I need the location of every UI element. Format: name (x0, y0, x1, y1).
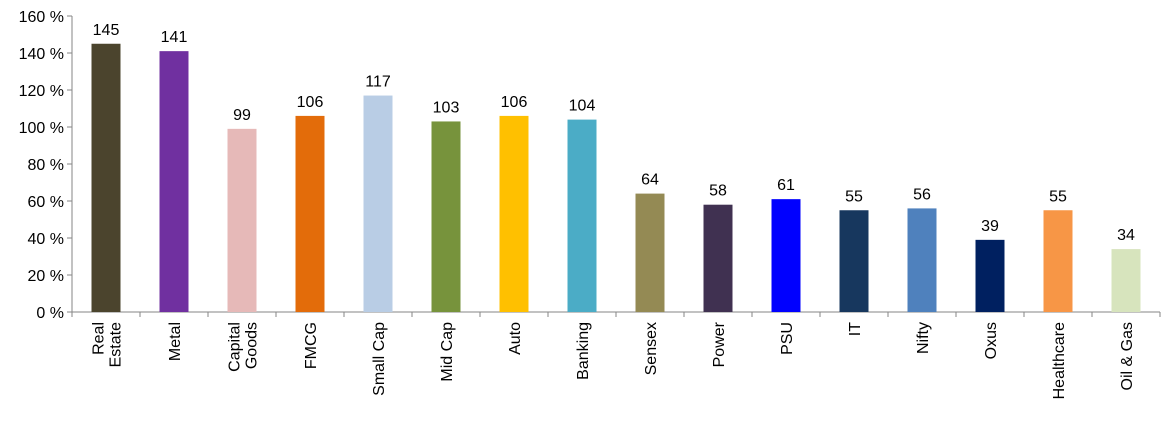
category-label-line: Estate (108, 322, 125, 367)
data-label: 61 (777, 177, 795, 194)
bar (703, 204, 733, 312)
data-label: 58 (709, 183, 727, 200)
category-label: PSU (779, 322, 796, 355)
bar (907, 208, 937, 312)
y-tick-label: 120 % (19, 83, 64, 100)
category-label-line: Small Cap (371, 322, 388, 396)
data-label: 34 (1117, 227, 1135, 244)
category-label: Oil & Gas (1119, 322, 1136, 390)
data-label: 104 (569, 98, 596, 115)
category-label-line: Healthcare (1051, 322, 1068, 399)
category-label: Metal (167, 322, 184, 361)
bar (839, 210, 869, 312)
y-tick-label: 60 % (28, 194, 64, 211)
y-tick-label: 80 % (28, 157, 64, 174)
y-tick-label: 0 % (36, 305, 64, 322)
bar (1111, 249, 1141, 312)
data-label: 117 (365, 74, 391, 91)
category-label-line: PSU (779, 322, 796, 355)
bar (227, 128, 257, 312)
category-label: Real Estate (91, 322, 125, 367)
bar (771, 199, 801, 312)
category-label-line: IT (847, 322, 864, 336)
category-label: FMCG (303, 322, 320, 369)
bar (295, 115, 325, 313)
y-tick-label: 160 % (19, 9, 64, 26)
category-label: Small Cap (371, 322, 388, 396)
bar (91, 43, 121, 312)
category-label-line: Sensex (643, 322, 660, 375)
category-label-line: Goods (244, 322, 261, 369)
category-label: Mid Cap (439, 322, 456, 382)
category-label-line: Oil & Gas (1119, 322, 1136, 390)
category-label: Power (711, 321, 728, 367)
y-tick-label: 100 % (19, 120, 64, 137)
data-labels: 145 141 99 106 117 103 106 104 64 58 61 55 56 39 55 34 (93, 22, 1135, 244)
data-label: 64 (641, 172, 659, 189)
category-label: Banking (575, 322, 592, 380)
bar (159, 51, 189, 313)
data-label: 141 (161, 29, 188, 46)
x-axis (71, 311, 1161, 317)
data-label: 99 (233, 107, 251, 124)
category-label-line: Mid Cap (439, 322, 456, 382)
y-tick-label: 40 % (28, 231, 64, 248)
y-tick-label: 20 % (28, 268, 64, 285)
data-label: 103 (433, 99, 460, 116)
y-tick-label: 140 % (19, 46, 64, 63)
data-label: 55 (845, 188, 863, 205)
category-label-line: Auto (507, 322, 524, 355)
bar (1043, 210, 1073, 312)
category-label: Oxus (983, 322, 1000, 359)
bar (567, 119, 597, 312)
category-label: Capital Goods (227, 322, 261, 372)
category-label-line: Nifty (915, 322, 932, 354)
category-label: IT (847, 322, 864, 336)
category-label-line: Power (711, 321, 728, 367)
category-label-line: Banking (575, 322, 592, 380)
category-label-line: Capital (227, 322, 244, 372)
data-label: 56 (913, 186, 931, 203)
category-label: Nifty (915, 322, 932, 354)
category-label-line: FMCG (303, 322, 320, 369)
data-label: 106 (501, 94, 528, 111)
category-label-line: Real (91, 322, 108, 355)
data-label: 55 (1049, 188, 1067, 205)
bar (499, 115, 529, 313)
category-label: Healthcare (1051, 322, 1068, 399)
category-label-line: Metal (167, 322, 184, 361)
data-label: 145 (93, 22, 120, 39)
bar (975, 239, 1005, 312)
category-label: Sensex (643, 322, 660, 375)
category-label-line: Oxus (983, 322, 1000, 359)
bars (91, 43, 1141, 313)
bar (431, 121, 461, 312)
category-labels: Real Estate Metal Capital Goods FMCG Small Cap… (91, 321, 1137, 399)
data-label: 106 (297, 94, 324, 111)
data-label: 39 (981, 218, 999, 235)
bar (363, 95, 393, 312)
y-axis: 0 % 20 % 40 % 60 % 80 % 100 % 120 % 140 % 160 % (19, 9, 73, 322)
bar (635, 193, 665, 312)
category-label: Auto (507, 322, 524, 355)
